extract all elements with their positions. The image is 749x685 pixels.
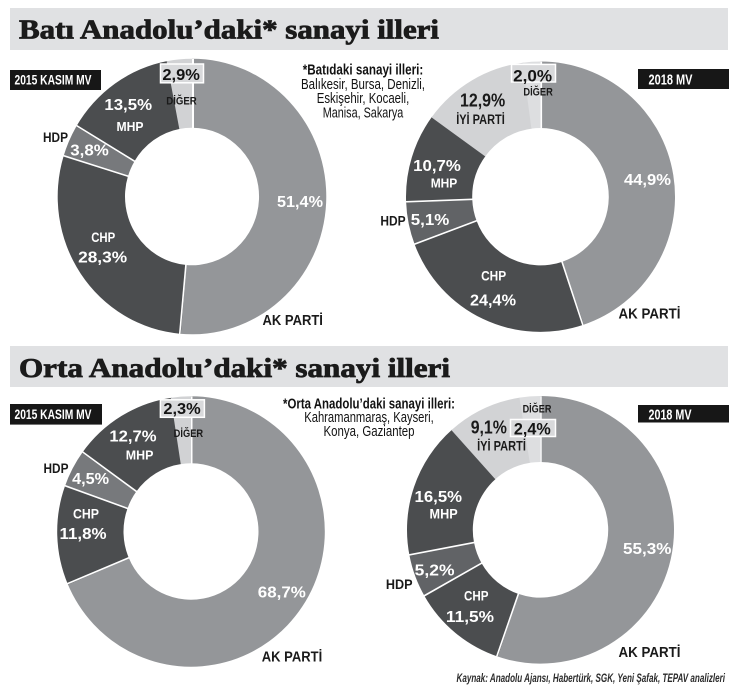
svg-text:2018 MV: 2018 MV — [649, 72, 693, 89]
svg-text:24,4%: 24,4% — [470, 293, 516, 310]
svg-text:55,3%: 55,3% — [623, 541, 671, 558]
svg-text:51,4%: 51,4% — [277, 194, 323, 211]
svg-text:AK PARTİ: AK PARTİ — [619, 644, 681, 661]
svg-text:2015 KASIM MV: 2015 KASIM MV — [15, 72, 92, 88]
svg-text:DİĞER: DİĞER — [174, 427, 204, 440]
svg-text:13,5%: 13,5% — [104, 97, 152, 114]
svg-text:Eskişehir, Kocaeli,: Eskişehir, Kocaeli, — [317, 91, 410, 107]
svg-text:Kaynak: Anadolu Ajansı, Habert: Kaynak: Anadolu Ajansı, Habertürk, SGK, … — [457, 671, 726, 685]
svg-text:5,1%: 5,1% — [411, 212, 450, 229]
svg-text:MHP: MHP — [117, 119, 144, 134]
svg-text:MHP: MHP — [126, 448, 154, 463]
svg-text:AK PARTİ: AK PARTİ — [262, 312, 323, 329]
svg-text:İYİ PARTİ: İYİ PARTİ — [456, 112, 505, 127]
svg-text:CHP: CHP — [481, 269, 506, 284]
svg-text:2,0%: 2,0% — [513, 67, 552, 85]
svg-text:16,5%: 16,5% — [415, 489, 463, 506]
svg-text:HDP: HDP — [380, 214, 405, 229]
svg-text:İYİ PARTİ: İYİ PARTİ — [477, 438, 526, 454]
svg-text:68,7%: 68,7% — [258, 584, 306, 601]
svg-text:2,9%: 2,9% — [162, 67, 200, 84]
svg-text:2,3%: 2,3% — [163, 401, 200, 418]
svg-text:4,5%: 4,5% — [72, 471, 109, 488]
svg-text:2018 MV: 2018 MV — [649, 407, 692, 424]
svg-text:3,8%: 3,8% — [70, 142, 109, 159]
svg-text:2,4%: 2,4% — [514, 421, 551, 439]
svg-text:HDP: HDP — [386, 576, 413, 592]
svg-text:CHP: CHP — [73, 507, 99, 522]
svg-text:AK PARTİ: AK PARTİ — [619, 306, 681, 323]
svg-text:28,3%: 28,3% — [78, 250, 127, 267]
svg-text:*Orta Anadolu’daki sanayi ille: *Orta Anadolu’daki sanayi illeri: — [283, 396, 455, 412]
svg-text:MHP: MHP — [430, 507, 458, 522]
svg-text:5,2%: 5,2% — [415, 562, 455, 579]
svg-text:DİĞER: DİĞER — [523, 85, 552, 98]
svg-text:11,5%: 11,5% — [446, 609, 494, 626]
svg-text:HDP: HDP — [44, 461, 69, 476]
svg-text:Balıkesir, Bursa, Denizli,: Balıkesir, Bursa, Denizli, — [301, 77, 425, 93]
svg-text:12,7%: 12,7% — [109, 429, 156, 446]
svg-text:Batı Anadolu’daki* sanayi ille: Batı Anadolu’daki* sanayi illeri — [19, 14, 440, 44]
svg-text:HDP: HDP — [43, 130, 68, 145]
svg-text:2015 KASIM MV: 2015 KASIM MV — [15, 406, 92, 422]
svg-text:9,1%: 9,1% — [471, 417, 507, 438]
svg-text:CHP: CHP — [91, 230, 115, 245]
svg-text:12,9%: 12,9% — [460, 89, 505, 110]
svg-text:AK PARTİ: AK PARTİ — [262, 649, 322, 666]
svg-text:*Batıdaki sanayi illeri:: *Batıdaki sanayi illeri: — [303, 63, 424, 79]
svg-text:44,9%: 44,9% — [624, 172, 671, 189]
svg-text:MHP: MHP — [431, 176, 458, 191]
svg-text:DİĞER: DİĞER — [523, 403, 552, 416]
svg-text:11,8%: 11,8% — [60, 526, 107, 543]
svg-text:DİĞER: DİĞER — [166, 95, 197, 108]
svg-text:Manisa, Sakarya: Manisa, Sakarya — [323, 105, 404, 121]
svg-text:Orta Anadolu’daki* sanayi ille: Orta Anadolu’daki* sanayi illeri — [19, 353, 451, 383]
svg-text:CHP: CHP — [464, 589, 489, 604]
svg-text:Konya, Gaziantep: Konya, Gaziantep — [324, 424, 415, 440]
svg-text:Kahramanmaraş, Kayseri,: Kahramanmaraş, Kayseri, — [304, 410, 434, 426]
svg-text:10,7%: 10,7% — [413, 158, 461, 175]
